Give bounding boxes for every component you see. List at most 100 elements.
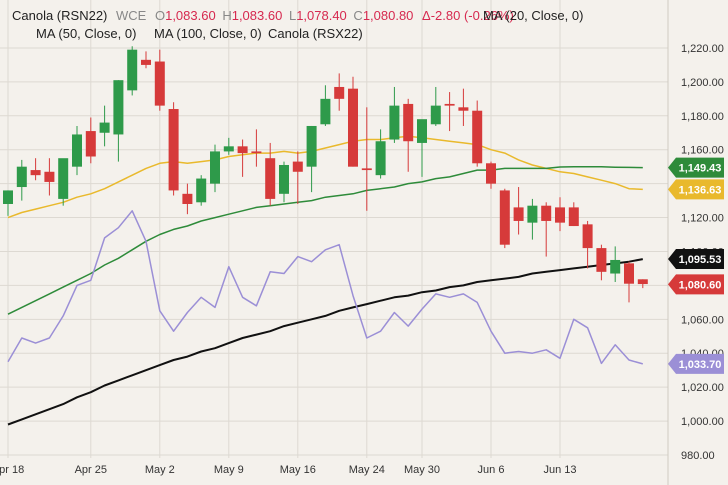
last-value-tag-bg <box>668 179 724 200</box>
close-letter: C <box>353 8 362 23</box>
last-value-tag: 1,149.43 <box>668 157 724 178</box>
candle-body <box>85 131 96 157</box>
open-letter: O <box>155 8 165 23</box>
last-value-tag-text: 1,136.63 <box>679 184 722 196</box>
x-tick-label: Jun 6 <box>478 464 505 476</box>
candle-body <box>334 86 345 99</box>
symbol-label: Canola (RSN22) <box>12 8 107 23</box>
high-value: 1,083.60 <box>232 8 283 23</box>
last-value-tag-text: 1,033.70 <box>679 359 722 371</box>
y-tick-label: 1,180.00 <box>681 111 724 123</box>
candle-body <box>306 125 317 167</box>
exchange-label: WCE <box>116 8 147 23</box>
candle-body <box>555 207 565 223</box>
series-line <box>7 165 643 315</box>
change-value: Δ-2.80 (-0.26%) <box>422 8 514 23</box>
last-value-tag-bg <box>668 157 724 178</box>
candle-body <box>196 178 207 203</box>
candle-body <box>182 193 193 204</box>
candle-body <box>320 98 331 125</box>
candle-body <box>403 103 414 142</box>
y-tick-label: 1,120.00 <box>681 213 724 225</box>
series-line <box>7 135 643 219</box>
x-tick-label: Apr 18 <box>0 464 24 476</box>
last-value-tag-text: 1,095.53 <box>679 254 722 266</box>
y-tick-label: 1,020.00 <box>681 382 724 394</box>
compare-legend: Canola (RSX22) <box>268 26 363 41</box>
x-tick-label: May 9 <box>214 464 244 476</box>
moving-average-lines <box>7 135 644 426</box>
candle-body <box>527 205 538 223</box>
candles <box>3 46 648 303</box>
x-tick-label: May 30 <box>404 464 440 476</box>
candle-body <box>444 103 455 106</box>
candle-body <box>141 59 151 65</box>
y-tick-label: 1,160.00 <box>681 145 724 157</box>
candle-body <box>99 122 110 133</box>
candle-body <box>486 163 496 184</box>
last-value-tag: 1,095.53 <box>668 249 724 270</box>
candle-body <box>624 263 634 284</box>
ma20-legend: MA (20, Close, 0) <box>483 8 583 23</box>
candle-body <box>210 151 220 184</box>
candle-body <box>375 141 386 176</box>
last-value-tag: 1,136.63 <box>668 179 724 200</box>
candle-body <box>223 146 234 152</box>
last-value-tag: 1,033.70 <box>668 353 724 374</box>
candle-body <box>458 107 469 111</box>
candle-body <box>58 158 69 199</box>
low-value: 1,078.40 <box>296 8 347 23</box>
candle-body <box>499 190 510 245</box>
candle-body <box>417 119 427 143</box>
ma100-legend: MA (100, Close, 0) <box>154 26 262 41</box>
candle-body <box>113 80 124 135</box>
last-value-tag: 1,080.60 <box>668 274 724 295</box>
x-tick-label: May 24 <box>349 464 385 476</box>
x-tick-label: May 16 <box>280 464 316 476</box>
svg-text:Canola (RSN22) WCE: Canola (RSN22) WCE O1,083.60 H1,083.60 L… <box>12 8 514 23</box>
grid-lines <box>0 0 669 485</box>
open-value: 1,083.60 <box>165 8 216 23</box>
y-tick-label: 1,220.00 <box>681 43 724 55</box>
series-line <box>7 258 643 426</box>
high-letter: H <box>222 8 231 23</box>
candle-body <box>610 259 621 274</box>
candle-body <box>265 158 276 199</box>
candle-body <box>237 146 248 154</box>
last-value-tag-text: 1,080.60 <box>679 279 722 291</box>
x-tick-label: Apr 25 <box>75 464 107 476</box>
candle-body <box>168 109 179 191</box>
last-value-labels: 1,149.43 1,136.63 1,095.53 1,080.60 1,033.70 <box>668 157 724 374</box>
candle-body <box>292 161 303 172</box>
series-line <box>7 210 644 365</box>
candle-body <box>348 88 358 167</box>
x-tick-label: May 2 <box>145 464 175 476</box>
candle-body <box>251 151 262 154</box>
chart-header: Canola (RSN22) WCE O1,083.60 H1,083.60 L… <box>12 8 583 41</box>
candle-body <box>16 166 27 188</box>
candle-body <box>154 61 165 106</box>
candle-body <box>637 279 648 285</box>
ma50-legend: MA (50, Close, 0) <box>36 26 136 41</box>
candle-body <box>513 207 524 221</box>
candle-body <box>30 170 41 176</box>
x-axis: Apr 18 Apr 25 May 2 May 9 May 16 May 24 May 30… <box>0 464 577 476</box>
y-tick-label: 1,060.00 <box>681 314 724 326</box>
last-value-tag-text: 1,149.43 <box>679 163 722 175</box>
last-value-tag-bg <box>668 249 724 270</box>
x-tick-label: Jun 13 <box>543 464 576 476</box>
candle-body <box>596 248 607 272</box>
y-tick-label: 1,200.00 <box>681 77 724 89</box>
last-value-tag-bg <box>668 274 724 295</box>
candle-body <box>127 49 138 91</box>
candle-body <box>3 190 13 204</box>
y-tick-label: 1,000.00 <box>681 416 724 428</box>
candle-body <box>430 105 441 125</box>
candle-body <box>72 134 82 167</box>
last-value-tag-bg <box>668 353 724 374</box>
candle-body <box>44 171 55 182</box>
close-value: 1,080.80 <box>363 8 414 23</box>
candle-body <box>541 205 552 221</box>
candle-body <box>361 168 372 171</box>
